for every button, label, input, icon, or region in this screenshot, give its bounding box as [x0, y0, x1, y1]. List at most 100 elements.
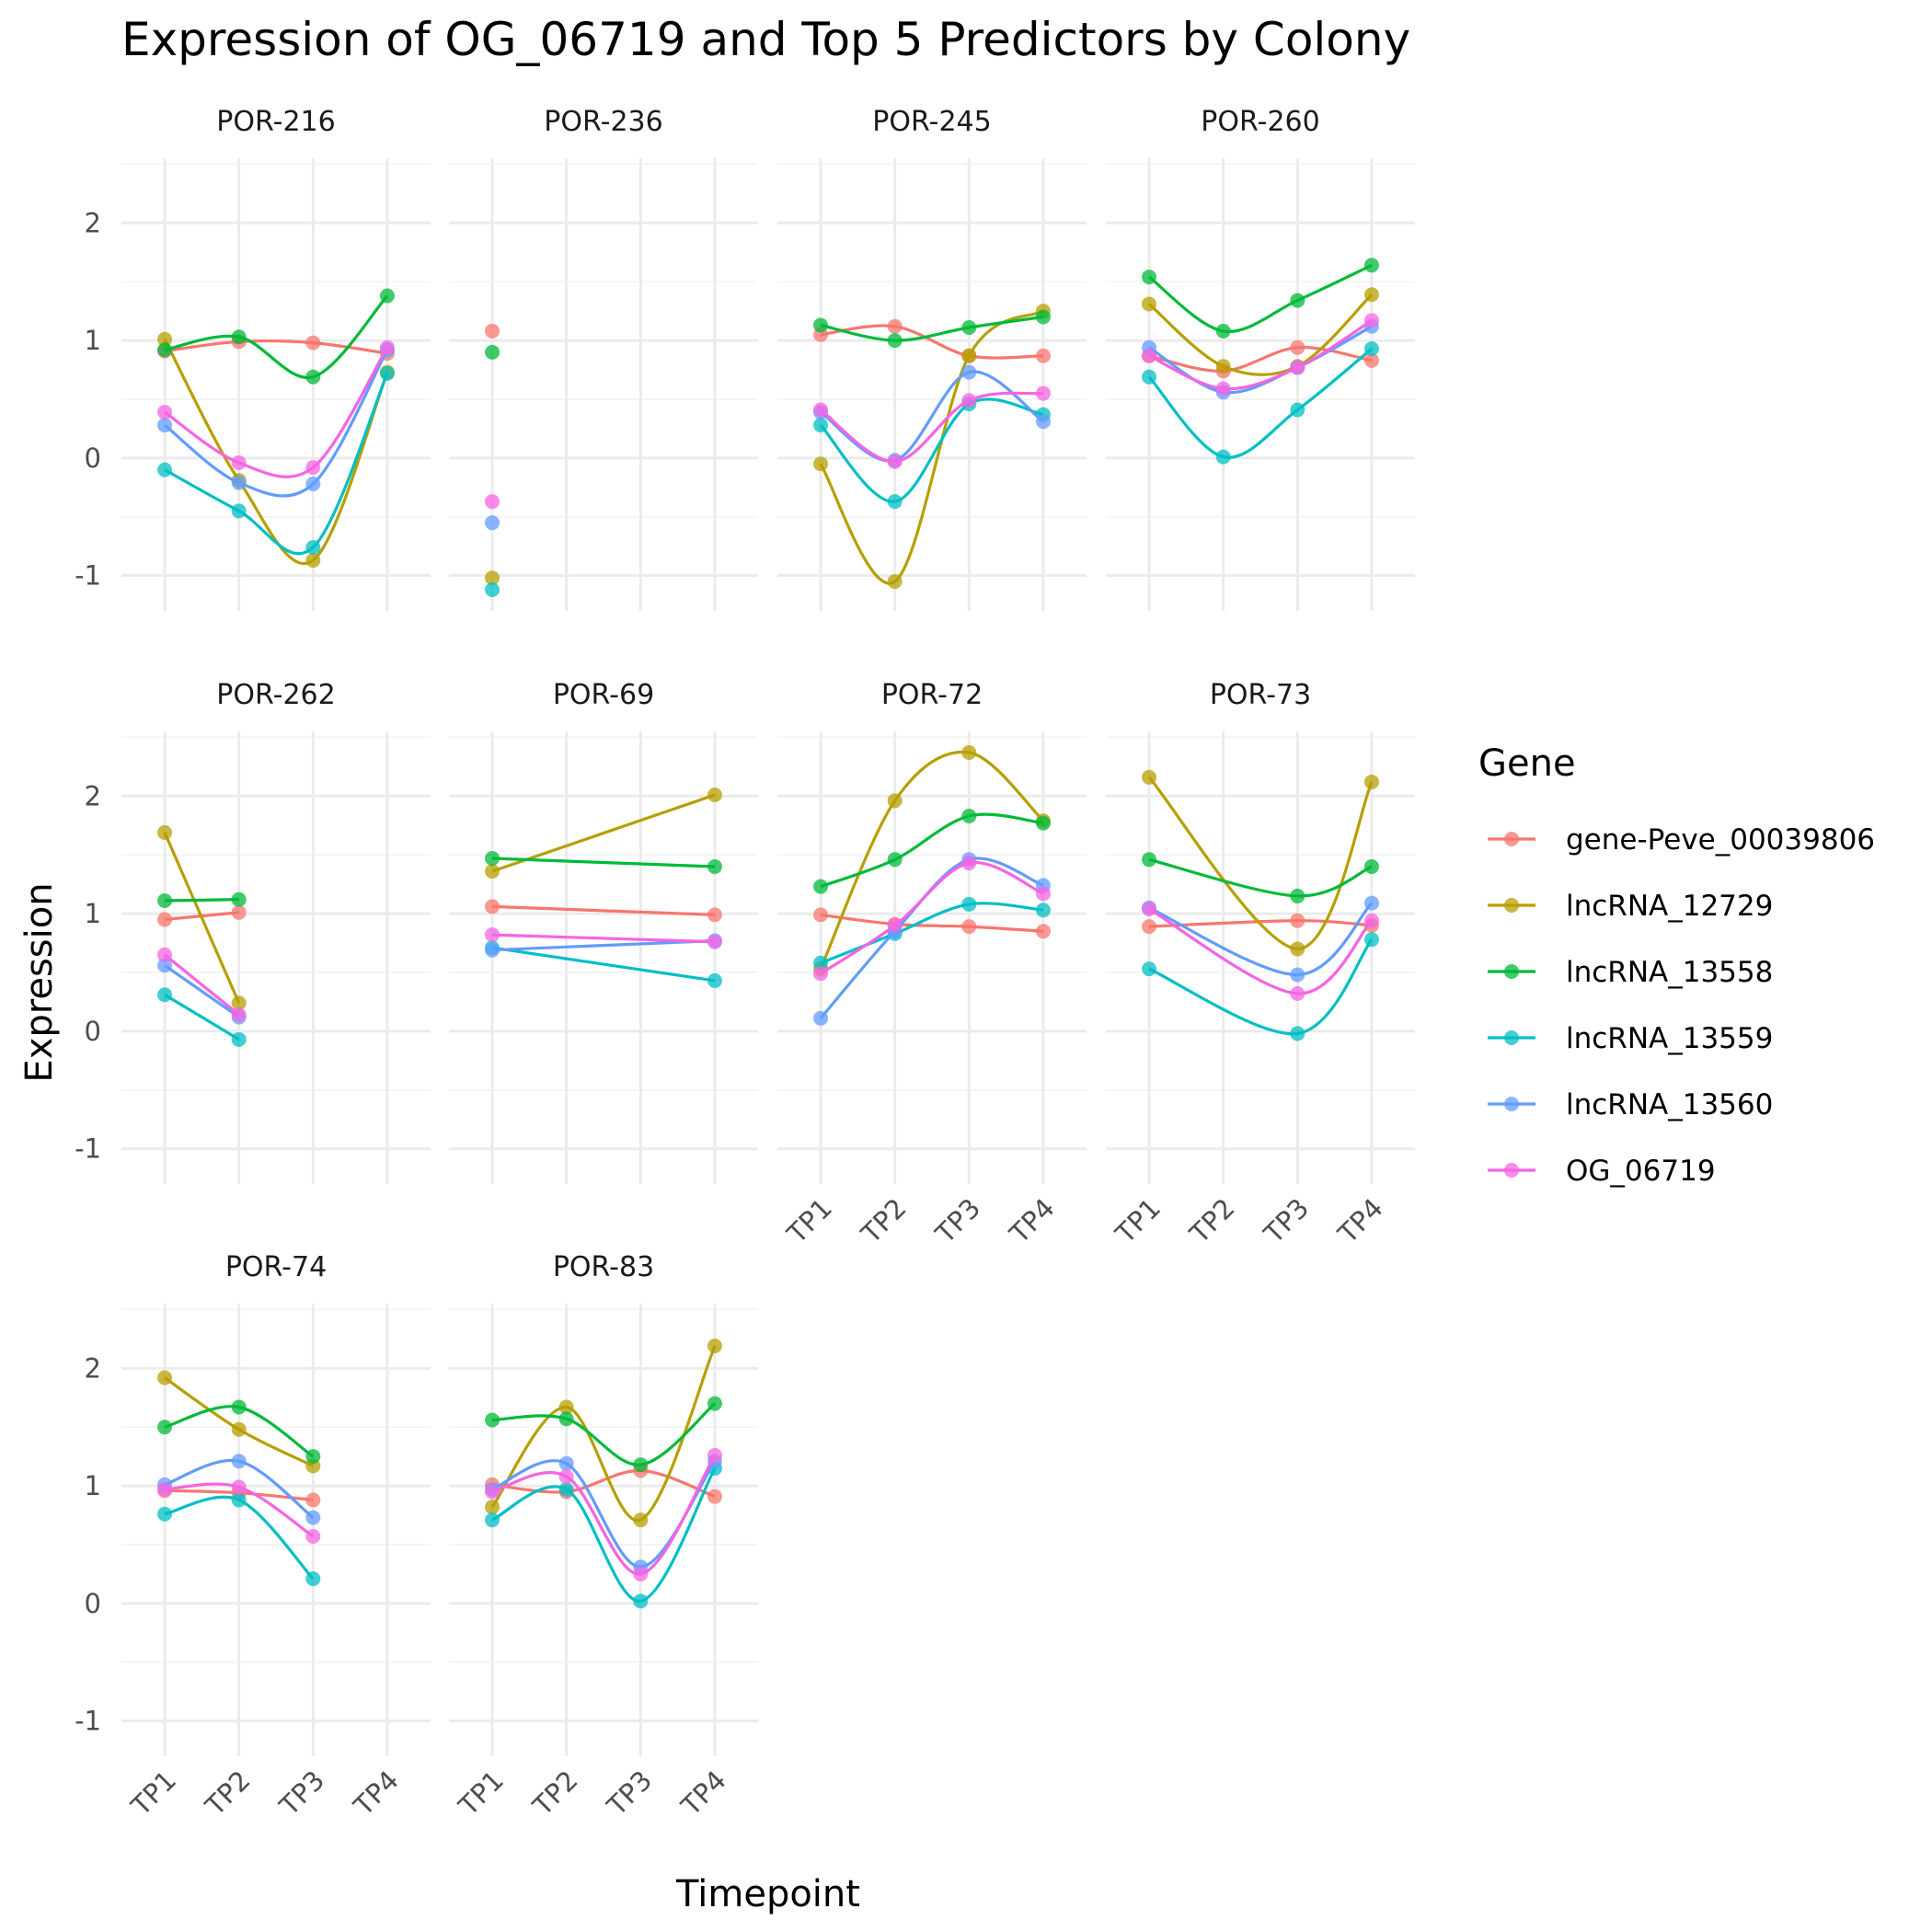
facet-panel: POR-74 -1 0 1 2 TP1 TP2 TP3 TP4: [75, 1251, 431, 1823]
data-point: [887, 574, 903, 590]
data-point: [1142, 852, 1157, 868]
data-point: [305, 1449, 321, 1465]
y-tick-label: -1: [75, 1706, 101, 1737]
x-tick-label: TP4: [1003, 1192, 1061, 1250]
series-line: [1148, 325, 1373, 395]
data-point: [231, 891, 247, 907]
data-point: [485, 927, 500, 943]
series-line: [163, 339, 389, 565]
data-point: [961, 809, 977, 824]
x-tick-label: TP4: [674, 1765, 732, 1823]
series-line: [490, 1345, 717, 1522]
data-point: [961, 919, 977, 935]
series-line: [1147, 347, 1374, 459]
legend-key-point: [1504, 1163, 1519, 1178]
series-line: [820, 391, 1044, 464]
data-point: [157, 405, 173, 420]
data-point: [1290, 293, 1305, 308]
data-point: [1363, 258, 1379, 273]
series-line: [491, 1402, 717, 1466]
series-line: [820, 812, 1044, 889]
data-point: [305, 476, 321, 491]
data-point: [231, 1492, 247, 1508]
data-point: [813, 456, 829, 472]
series-line: [164, 898, 239, 903]
series-line: [819, 309, 1044, 585]
data-point: [231, 503, 247, 519]
y-tick-label: 0: [85, 1588, 101, 1619]
legend-key-point: [1504, 964, 1519, 979]
x-tick-label: TP4: [1331, 1192, 1389, 1250]
data-point: [961, 348, 977, 363]
data-point: [813, 402, 829, 418]
series-line: [820, 315, 1044, 342]
data-point: [1363, 858, 1379, 874]
data-point: [485, 899, 500, 914]
data-point: [633, 1593, 649, 1609]
facet-strip-label: POR-262: [216, 679, 335, 711]
data-point: [633, 1457, 649, 1473]
legend-label: lncRNA_12729: [1566, 890, 1773, 923]
data-point: [157, 824, 173, 840]
legend-key-point: [1504, 832, 1519, 846]
facet-panel: POR-216 -1 0 1 2: [75, 106, 431, 611]
data-point: [1290, 941, 1305, 957]
facet-panel: POR-73 TP1 TP2 TP3 TP4: [1106, 679, 1415, 1250]
legend-item: gene-Peve_00039806: [1488, 823, 1875, 857]
series-line: [164, 294, 389, 380]
facet-strip-label: POR-69: [553, 679, 654, 711]
series-line: [163, 953, 240, 1017]
data-point: [961, 856, 977, 871]
data-point: [707, 788, 722, 803]
data-point: [1363, 352, 1379, 368]
series-line: [819, 750, 1045, 970]
x-axis-title: Timepoint: [675, 1873, 860, 1915]
facet-panel: POR-72 TP1 TP2 TP3 TP4: [777, 679, 1087, 1250]
data-point: [1142, 961, 1157, 977]
data-point: [1363, 913, 1379, 928]
legend-label: lncRNA_13558: [1566, 956, 1773, 989]
data-point: [305, 1510, 321, 1525]
data-point: [379, 339, 395, 355]
data-point: [231, 1479, 247, 1495]
data-point: [231, 995, 247, 1011]
legend-label: gene-Peve_00039806: [1566, 823, 1875, 857]
series-line: [491, 1467, 717, 1603]
series-line: [491, 1468, 716, 1499]
series-line: [1148, 263, 1373, 333]
x-tick-label: TP2: [1183, 1192, 1241, 1250]
data-point: [1363, 895, 1379, 911]
facet-strip-label: POR-83: [553, 1251, 654, 1283]
data-point: [887, 793, 903, 809]
y-tick-label: 2: [85, 780, 101, 811]
y-tick-label: 0: [85, 443, 101, 474]
data-point: [157, 1370, 173, 1386]
data-point: [231, 1421, 247, 1437]
data-point: [1290, 1026, 1305, 1041]
y-tick-label: 2: [85, 1352, 101, 1384]
data-point: [485, 1484, 500, 1500]
data-point: [231, 454, 247, 470]
series-line: [820, 370, 1044, 463]
data-point: [558, 1468, 574, 1484]
series-line: [491, 946, 716, 983]
data-point: [1290, 985, 1305, 1001]
legend-label: lncRNA_13559: [1566, 1022, 1773, 1055]
facet-panel: POR-245: [777, 106, 1087, 611]
y-axis-title: Expression: [18, 882, 61, 1082]
series-line: [491, 1455, 717, 1576]
data-point: [231, 1031, 247, 1047]
legend-title: Gene: [1478, 742, 1576, 785]
facet-strip-label: POR-236: [544, 106, 662, 138]
series-line: [164, 346, 389, 478]
data-point: [1215, 449, 1231, 465]
data-point: [813, 955, 829, 971]
series-line: [820, 324, 1044, 360]
data-point: [305, 460, 321, 476]
legend-item: lncRNA_13558: [1488, 956, 1773, 989]
x-tick-label: TP1: [452, 1765, 510, 1823]
data-point: [1035, 924, 1051, 939]
data-point: [633, 1566, 649, 1581]
data-point: [157, 893, 173, 909]
data-point: [305, 1571, 321, 1587]
